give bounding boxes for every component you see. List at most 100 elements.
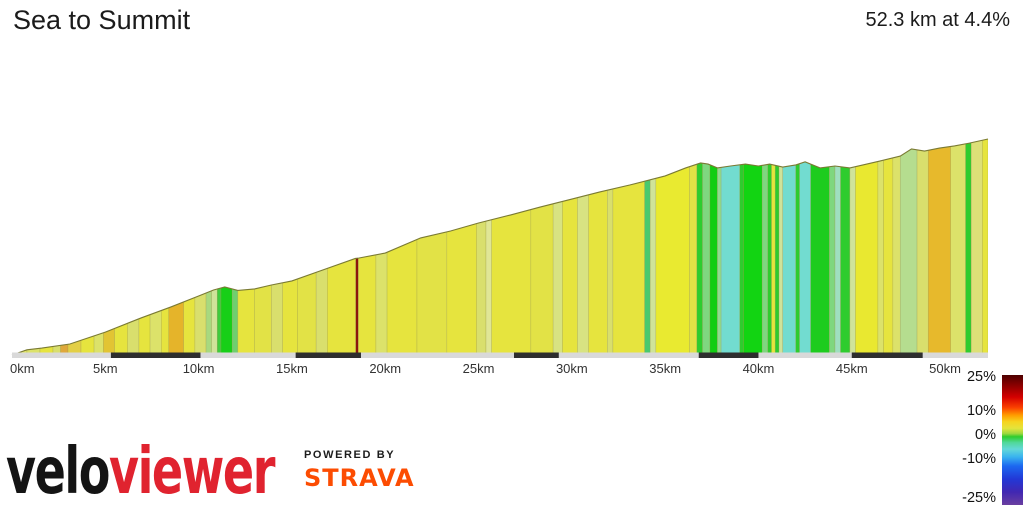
x-tick-label: 10km [183,361,215,376]
gradient-band [829,139,836,355]
profile-outline [11,138,989,356]
axis-bar-dark-segment [513,352,559,358]
gradient-band [720,139,741,355]
gradient-band [491,139,532,355]
strava-wordmark: STRAVA [304,464,415,492]
gradient-band [237,139,255,355]
axis-bar-dark-segment [698,352,759,358]
gradient-band [883,139,894,355]
x-tick-label: 40km [743,361,775,376]
gradient-band [446,139,477,355]
gradient-band [297,139,317,355]
gradient-band [607,139,614,355]
gradient-band [799,139,812,355]
gradient-band [649,139,657,355]
gradient-band [702,139,711,355]
strava-attribution[interactable]: POWERED BY STRAVA [304,449,415,492]
gradient-band [771,139,776,355]
gradient-band [67,139,82,355]
gradient-band [577,139,589,355]
gradient-band [840,139,851,355]
gradient-band [315,139,328,355]
gradient-band [552,139,563,355]
legend-label: 10% [967,403,996,419]
gradient-band [183,139,196,355]
gradient-band [795,139,800,355]
gradient-band [194,139,207,355]
x-tick-label: 45km [836,361,868,376]
gradient-band [205,139,212,355]
veloviewer-logo[interactable]: veloviewer [6,440,275,504]
gradient-bands [12,139,988,355]
axis-bar-dark-segment [110,352,201,358]
gradient-band [927,139,951,355]
x-tick-label: 15km [276,361,308,376]
gradient-legend: 25% 10% 0% -10% -25% [962,369,1023,506]
x-tick-label: 30km [556,361,588,376]
gradient-band [416,139,448,355]
gradient-band [950,139,966,355]
legend-label: 25% [967,369,996,385]
gradient-band [849,139,856,355]
gradient-band [271,139,283,355]
legend-label: -25% [962,490,996,506]
gradient-band [220,139,233,355]
route-title: Sea to Summit [13,5,191,35]
gradient-band [717,139,722,355]
gradient-band [892,139,901,355]
gradient-band [877,139,884,355]
x-tick-label: 20km [369,361,401,376]
x-tick-label: 5km [93,361,118,376]
gradient-band [26,139,41,355]
gradient-band [160,139,170,355]
gradient-band [696,139,703,355]
gradient-band [485,139,492,355]
axis-bar [12,352,988,358]
gradient-band [612,139,645,355]
gradient-band [93,139,104,355]
gradient-band [562,139,578,355]
gradient-band [743,139,763,355]
x-tick-label: 35km [649,361,681,376]
gradient-band [60,139,69,355]
x-axis: 0km 5km 10km 15km 20km 25km 30km 35km 40km 45km 50… [10,352,988,376]
legend-colorbar [1002,375,1023,505]
gradient-band [254,139,272,355]
gradient-band [767,139,772,355]
gradient-band [709,139,718,355]
gradient-band [970,139,983,355]
gradient-band [355,139,359,355]
gradient-band [114,139,129,355]
brand-viewer: viewer [108,435,275,509]
x-tick-label: 25km [463,361,495,376]
gradient-band [138,139,151,355]
gradient-band [168,139,184,355]
gradient-band [965,139,972,355]
legend-label: -10% [962,451,996,467]
brand-velo: velo [6,435,110,509]
gradient-band [982,139,988,355]
gradient-band [761,139,769,355]
gradient-band [476,139,487,355]
gradient-band [149,139,162,355]
legend-label: 0% [975,427,996,443]
powered-by-label: POWERED BY [304,449,396,461]
gradient-band [739,139,744,355]
gradient-band [644,139,651,355]
gradient-band [855,139,879,355]
gradient-band [327,139,357,355]
gradient-band [216,139,222,355]
gradient-band [782,139,797,355]
gradient-band [80,139,95,355]
axis-bar-dark-segment [851,352,923,358]
axis-bar-dark-segment [295,352,361,358]
gradient-band [778,139,784,355]
gradient-band [655,139,690,355]
gradient-band [588,139,608,355]
gradient-band [52,139,61,355]
gradient-band [231,139,239,355]
gradient-band [282,139,298,355]
gradient-band [103,139,115,355]
gradient-band [810,139,830,355]
